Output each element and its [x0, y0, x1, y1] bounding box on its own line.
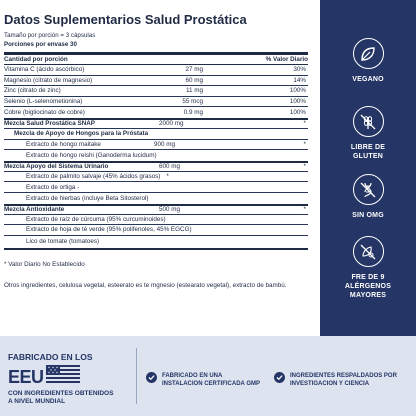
ingredient-row: Extracto de hierbas (incluye Beta Sitost… — [4, 193, 308, 204]
ingredient-name: Extracto de hierbas (incluye Beta Sitost… — [26, 194, 149, 202]
badge-label: FRE DE 9 ALÉRGENOS MAYORES — [344, 274, 392, 299]
ingredients-origin: CON INGREDIENTES OBTENIDOS A NIVEL MUNDI… — [8, 390, 114, 405]
check-icon — [274, 372, 285, 383]
ingredient-dv: * — [166, 173, 169, 181]
nutrient-amount: 55 mcg — [182, 98, 203, 106]
nutrient-row: Vitamina C (ácido ascórbico) 27 mg 30% — [4, 65, 308, 76]
blend-amount: 500 mg — [159, 206, 181, 214]
usa-flag-icon — [45, 365, 80, 388]
nutrient-name: Zinc (citrato de zinc) — [4, 87, 61, 95]
badge-non-gmo: SIN OMG — [320, 174, 416, 220]
nutrient-amount: 60 mg — [185, 76, 203, 84]
ingredient-row: Extracto de hongo maitake 900 mg * — [4, 140, 308, 151]
nutrient-amount: 0.9 mg — [183, 109, 203, 117]
ingredient-name: Extracto de raíz de cúrcuma (95% curcumi… — [26, 215, 166, 223]
nutrient-amount: 11 mg — [185, 87, 203, 95]
feature-research: INGREDIENTES RESPALDADOS POR INVESTIGACI… — [274, 372, 412, 388]
sub-blend-row: Mezcla de Apoyo de Hongos para la Prósta… — [4, 129, 308, 140]
badge-label: VEGANO — [352, 76, 384, 83]
ingredient-name: Extracto de ortiga - — [26, 183, 80, 191]
blend-name: Mezcla Antioxidante — [4, 206, 65, 214]
nutrient-name: Selenio (L-selenometionina) — [4, 98, 83, 106]
amount-per-serving-header: Cantidad por porción — [4, 56, 68, 63]
blend-amount: 2000 mg — [159, 120, 184, 128]
check-icon — [146, 372, 157, 383]
nutrient-row: Cobre (bigliocinato de cobre) 0.9 mg 100… — [4, 107, 308, 118]
blend-name: Mezcla Salud Prostática SNAP — [4, 120, 95, 128]
ingredient-row: Extracto de ortiga - — [4, 182, 308, 193]
ingredient-row: Lico de tomate (tomatoes) — [4, 236, 308, 247]
blend-row: Mezcla Antioxidante 500 mg * — [4, 203, 308, 215]
blend-dv: * — [303, 163, 306, 171]
allergen-free-icon — [352, 236, 384, 267]
ingredient-row: Extracto de palmito salvaje (45% ácidos … — [4, 172, 308, 183]
feature-text: INGREDIENTES RESPALDADOS POR INVESTIGACI… — [290, 373, 397, 387]
nutrient-dv: 100% — [289, 98, 306, 106]
nutrient-name: Magnesio (citrato de magnesio) — [4, 76, 93, 84]
non-gmo-dna-icon — [352, 174, 384, 205]
ingredient-name: Lico de tomate (tomatoes) — [26, 237, 100, 245]
made-in-line: FABRICADO EN LOS — [8, 352, 93, 362]
nutrient-dv: 14% — [293, 76, 306, 84]
facts-header: Cantidad por porción % Valor Diario — [4, 55, 308, 65]
blend-name: Mezcla Apoyo del Sistema Urinario — [4, 163, 109, 171]
ingredient-dv: * — [303, 140, 306, 148]
ingredient-amount: 900 mg — [154, 140, 176, 148]
daily-value-header: % Valor Diario — [265, 56, 308, 63]
serving-size: Tamaño por porción = 3 cápsulas — [4, 32, 96, 39]
blend-dv: * — [303, 206, 306, 214]
badge-label: LIBRE DE GLUTEN — [350, 144, 386, 160]
badges-column: VEGANO LIBRE DE GLUTEN SIN OMG FRE DE 9 … — [320, 0, 416, 336]
ingredient-name: Extracto de palmito salvaje (45% ácidos … — [26, 173, 161, 181]
made-country: EEU — [8, 366, 44, 387]
other-ingredients: Otros ingredientes, celulosa vegetal, es… — [4, 282, 287, 290]
badge-gluten-free: LIBRE DE GLUTEN — [320, 106, 416, 161]
gluten-free-wheat-icon — [352, 106, 384, 137]
ingredient-name: Extracto de hongo maitake — [26, 140, 101, 148]
ingredient-row: Extracto de hongo reishi (Ganoderma luci… — [4, 150, 308, 161]
feature-text: FABRICADO EN UNA INSTALACION CERTIFICADA… — [162, 373, 260, 387]
ingredient-row: Extracto de raíz de cúrcuma (95% curcumi… — [4, 215, 308, 226]
blend-amount: 600 mg — [159, 163, 181, 171]
badge-allergen-free: FRE DE 9 ALÉRGENOS MAYORES — [320, 236, 416, 300]
nutrient-amount: 27 mg — [185, 66, 203, 74]
sub-blend-name: Mezcla de Apoyo de Hongos para la Prósta… — [14, 130, 149, 138]
nutrient-row: Magnesio (citrato de magnesio) 60 mg 14% — [4, 76, 308, 87]
nutrient-row: Zinc (citrato de zinc) 11 mg 100% — [4, 86, 308, 97]
bottom-band: FABRICADO EN LOS EEU — [0, 336, 416, 416]
feature-gmp: FABRICADO EN UNA INSTALACION CERTIFICADA… — [146, 372, 264, 388]
nutrient-dv: 100% — [289, 109, 306, 117]
badge-vegan: VEGANO — [320, 38, 416, 84]
blend-row: Mezcla Apoyo del Sistema Urinario 600 mg… — [4, 160, 308, 172]
nutrient-dv: 30% — [293, 66, 306, 74]
vegan-leaf-icon — [352, 38, 384, 69]
nutrient-row: Selenio (L-selenometionina) 55 mcg 100% — [4, 97, 308, 108]
ingredient-name: Extracto de hoja de té verde (95% polife… — [26, 226, 192, 234]
nutrient-dv: 100% — [289, 87, 306, 95]
blend-row: Mezcla Salud Prostática SNAP 2000 mg * — [4, 117, 308, 129]
facts-title: Datos Suplementarios Salud Prostática — [4, 12, 247, 27]
badge-label: SIN OMG — [352, 212, 384, 219]
band-divider — [136, 348, 137, 404]
supplement-facts-panel: Datos Suplementarios Salud Prostática Ta… — [4, 12, 308, 290]
ingredient-row: Extracto de hoja de té verde (95% polife… — [4, 225, 308, 236]
ingredient-name: Extracto de hongo reishi (Ganoderma luci… — [26, 151, 157, 159]
nutrient-name: Vitamina C (ácido ascórbico) — [4, 66, 85, 74]
daily-value-note: * Valor Diario No Establecido — [4, 261, 85, 269]
nutrient-name: Cobre (bigliocinato de cobre) — [4, 109, 85, 117]
made-in-usa-block: FABRICADO EN LOS EEU — [8, 352, 118, 406]
blend-dv: * — [303, 120, 306, 128]
servings-per-container: Porciones por envase 30 — [4, 40, 77, 48]
